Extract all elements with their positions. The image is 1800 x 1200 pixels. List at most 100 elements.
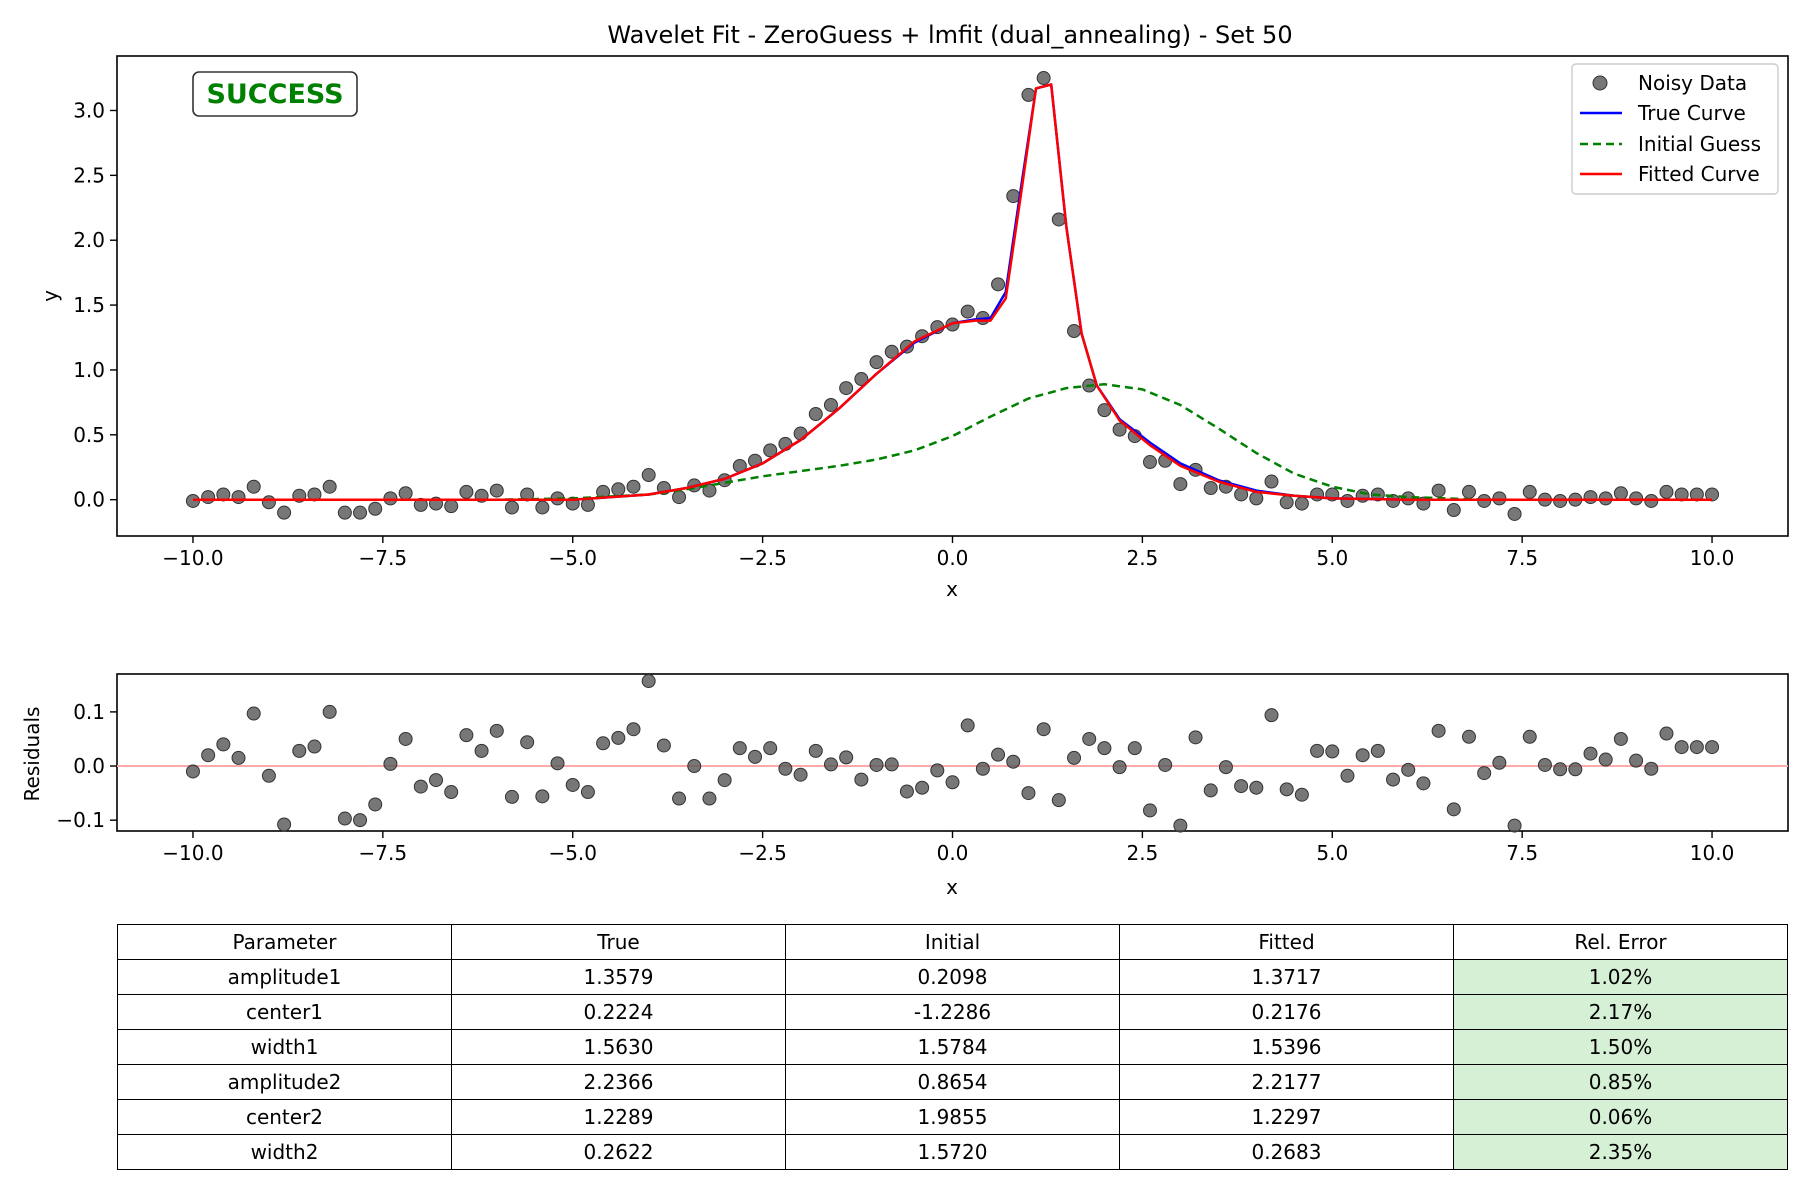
- fitted-value-cell: 2.2177: [1119, 1064, 1454, 1100]
- residual-point: [1446, 802, 1461, 817]
- residuals-x-tick-label: −2.5: [738, 841, 787, 865]
- table-row: amplitude1 1.3579 0.2098 1.3717 1.02%: [117, 959, 1788, 995]
- status-badge: SUCCESS: [192, 71, 358, 117]
- legend-box: [1571, 63, 1779, 195]
- true-value-cell: 1.5630: [451, 1029, 786, 1065]
- noisy-data-point: [1386, 493, 1401, 508]
- noisy-data-point: [185, 493, 200, 508]
- noisy-data-point: [1264, 474, 1279, 489]
- residual-point: [717, 773, 732, 788]
- residual-point: [231, 750, 246, 765]
- main-x-axis-label: x: [946, 577, 958, 601]
- initial-guess-line: [193, 382, 1712, 501]
- noisy-data-point: [869, 355, 884, 370]
- residual-point: [732, 741, 747, 756]
- residual-point: [641, 674, 656, 689]
- noisy-data-point: [1689, 487, 1704, 502]
- residual-point: [1598, 752, 1613, 767]
- main-series-group: [185, 71, 1720, 521]
- initial-value-cell: 0.2098: [785, 959, 1120, 995]
- residuals-y-tick-label: 0.0: [73, 754, 105, 778]
- true-value-cell: 0.2622: [451, 1134, 786, 1170]
- residual-point: [383, 756, 398, 771]
- rel-error-cell: 1.02%: [1453, 959, 1788, 995]
- residual-point: [854, 772, 869, 787]
- table-row: amplitude2 2.2366 0.8654 2.2177 0.85%: [117, 1064, 1788, 1100]
- residuals-x-tick-label: 5.0: [1316, 841, 1348, 865]
- residual-point: [277, 817, 292, 832]
- residual-point: [504, 789, 519, 804]
- noisy-data-point: [1249, 491, 1264, 506]
- noisy-data-point: [261, 495, 276, 510]
- residual-point: [1613, 731, 1628, 746]
- residual-point: [565, 777, 580, 792]
- noisy-data-point: [1142, 455, 1157, 470]
- residual-point: [1294, 787, 1309, 802]
- residual-point: [1386, 772, 1401, 787]
- residual-point: [1067, 750, 1082, 765]
- residual-point: [1705, 740, 1720, 755]
- residual-point: [1082, 731, 1097, 746]
- residuals-y-tick-label: −0.1: [56, 808, 105, 832]
- main-x-tick-label: 2.5: [1126, 546, 1158, 570]
- noisy-data-point: [1006, 189, 1021, 204]
- noisy-data-point: [353, 505, 368, 520]
- table-row: center1 0.2224 -1.2286 0.2176 2.17%: [117, 994, 1788, 1030]
- noisy-data-point: [702, 483, 717, 498]
- noisy-data-point: [1036, 71, 1051, 86]
- residual-point: [368, 797, 383, 812]
- noisy-data-point: [1051, 212, 1066, 227]
- residual-point: [337, 811, 352, 826]
- main-x-tick-label: −5.0: [548, 546, 597, 570]
- main-x-tick-label: −10.0: [162, 546, 223, 570]
- noisy-data-point: [672, 490, 687, 505]
- residual-point: [1203, 783, 1218, 798]
- residual-point: [1507, 818, 1522, 833]
- residual-point: [748, 749, 763, 764]
- residual-point: [216, 737, 231, 752]
- residual-point: [1142, 803, 1157, 818]
- noisy-data-point: [444, 499, 459, 514]
- residual-point: [1325, 744, 1340, 759]
- noisy-data-point: [216, 487, 231, 502]
- rel-error-cell: 0.06%: [1453, 1099, 1788, 1135]
- residual-point: [672, 791, 687, 806]
- noisy-data-point: [1294, 496, 1309, 511]
- true-value-cell: 1.2289: [451, 1099, 786, 1135]
- residual-point: [763, 741, 778, 756]
- noisy-data-point: [1461, 484, 1476, 499]
- initial-value-cell: 1.5720: [785, 1134, 1120, 1170]
- residual-point: [1583, 746, 1598, 761]
- residual-point: [1006, 754, 1021, 769]
- fitted-value-cell: 0.2176: [1119, 994, 1454, 1030]
- residual-point: [185, 764, 200, 779]
- initial-value-cell: -1.2286: [785, 994, 1120, 1030]
- main-x-axis: −10.0 −7.5 −5.0 −2.5 0.0 2.5 5.0 7.5 10.0: [162, 536, 1734, 570]
- residual-point: [1355, 748, 1370, 763]
- noisy-data-point: [611, 482, 626, 497]
- main-y-axis: 0.0 0.5 1.0 1.5 2.0 2.5 3.0: [73, 98, 117, 512]
- noisy-data-point: [1021, 87, 1036, 102]
- residual-point: [839, 750, 854, 765]
- residual-point: [884, 757, 899, 772]
- noisy-data-point: [1279, 495, 1294, 510]
- residual-point: [1097, 741, 1112, 756]
- noisy-data-point: [337, 505, 352, 520]
- noisy-data-point: [1173, 477, 1188, 492]
- residual-point: [808, 743, 823, 758]
- noisy-data-point: [839, 381, 854, 396]
- initial-value-cell: 1.5784: [785, 1029, 1120, 1065]
- noisy-data-point: [1644, 493, 1659, 508]
- residuals-series-group: [117, 674, 1788, 833]
- noisy-data-point: [1112, 422, 1127, 437]
- residuals-y-axis-label: Residuals: [20, 707, 44, 802]
- residual-point: [246, 706, 261, 721]
- chart-title: Wavelet Fit - ZeroGuess + lmfit (dual_an…: [607, 21, 1292, 49]
- parameter-table: Parameter True Initial Fitted Rel. Error…: [117, 924, 1788, 1170]
- residual-point: [656, 738, 671, 753]
- noisy-data-point: [763, 443, 778, 458]
- noisy-data-point: [413, 497, 428, 512]
- parameter-name-cell: width2: [117, 1134, 452, 1170]
- residual-point: [353, 813, 368, 828]
